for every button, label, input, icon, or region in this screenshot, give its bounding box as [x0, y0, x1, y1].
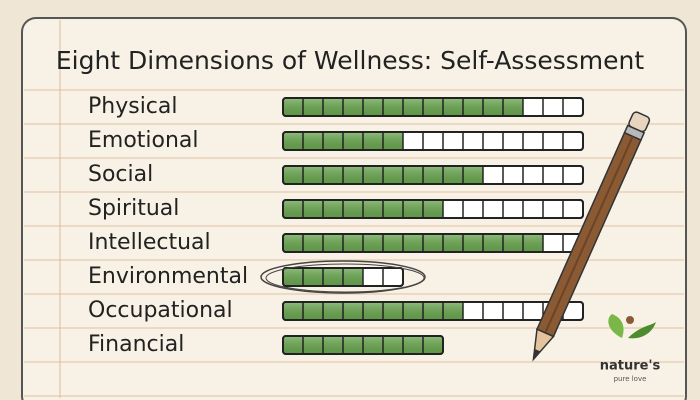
category-label: Physical: [88, 94, 178, 119]
category-label: Environmental: [88, 264, 248, 289]
bar-outline: [282, 97, 584, 117]
bar-shade: [283, 234, 543, 252]
category-label: Occupational: [88, 298, 233, 323]
logo-tagline: pure love: [614, 375, 647, 383]
chart-title: Eight Dimensions of Wellness: Self-Asses…: [56, 46, 645, 75]
category-label: Financial: [88, 332, 184, 357]
ruled-lines: [24, 20, 684, 398]
category-label: Spiritual: [88, 196, 179, 221]
bar-outline: [282, 199, 584, 219]
bar-outline: [282, 131, 584, 151]
logo-name: nature's: [600, 359, 661, 374]
bar-shade: [283, 302, 463, 320]
bar-outline: [282, 335, 444, 355]
bar-outline: [282, 165, 584, 185]
pencil: [532, 111, 651, 362]
highlight-circle: [265, 263, 425, 293]
category-label: Intellectual: [88, 230, 211, 255]
bar-outline: [282, 301, 584, 321]
highlight-circle: [260, 260, 426, 294]
bars: Physical Emotional Social Spiritual Intellec…: [88, 94, 584, 357]
logo: nature's pure love: [600, 314, 661, 383]
bar-outline: [282, 267, 404, 287]
category-label: Emotional: [88, 128, 199, 153]
category-label: Social: [88, 162, 153, 187]
